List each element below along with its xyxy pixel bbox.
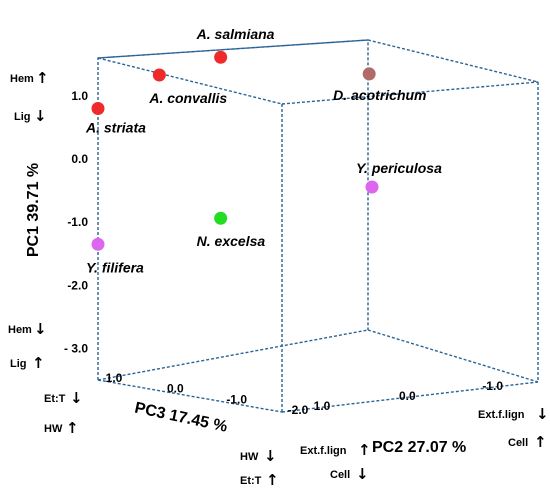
box-edge-bottom-back	[97, 329, 369, 381]
point-label-d-acotrichum: D. acotrichum	[333, 87, 426, 103]
box-edge-back-top	[97, 39, 369, 59]
pc2-tick-label: 0.0	[399, 389, 416, 403]
ext-pc2-neg-arrow-icon: ↓	[536, 405, 549, 423]
ett-label-pc3-pos: Et:T	[44, 393, 66, 405]
pc1-tick-label: 1.0	[71, 89, 88, 103]
lig-label-top: Lig	[14, 111, 31, 123]
pc3-positive-annotation: Et:T ↓ HW ↑	[44, 389, 83, 437]
cell-label-pc2-pos: Cell	[330, 469, 350, 481]
point-label-a-salmiana: A. salmiana	[196, 26, 275, 42]
point-a-convallis	[152, 68, 166, 82]
pc3-axis-title: PC3 17.45 %	[133, 399, 229, 435]
point-label-y-filifera: Y. filifera	[86, 259, 144, 275]
box-edge-top-right	[367, 39, 539, 83]
cell-pc2-neg-arrow-icon: ↑	[534, 433, 547, 451]
point-d-acotrichum	[362, 67, 376, 81]
point-a-salmiana	[214, 50, 228, 64]
hw-pc3-neg-arrow-icon: ↓	[264, 447, 277, 465]
hw-label-pc3-pos: HW	[44, 423, 63, 435]
point-label-a-convallis: A. convallis	[148, 90, 227, 106]
box-edge-bottom-front	[281, 381, 539, 413]
hem-label-top: Hem	[10, 73, 34, 85]
ext-pc2-pos-arrow-icon: ↑	[358, 441, 371, 459]
hw-label-pc3-neg: HW	[240, 451, 259, 463]
pc2-negative-annotation: Ext.f.lign ↓ Cell ↑	[478, 405, 549, 451]
lig-bottom-arrow-icon: ↑	[32, 354, 45, 372]
ett-pc3-pos-arrow-icon: ↓	[70, 389, 83, 407]
pc2-tick-label: -1.0	[482, 379, 503, 393]
box-edge-bottom-left	[97, 379, 283, 413]
pc3-negative-annotation: HW ↓ Et:T ↑	[240, 447, 279, 489]
pc1-top-annotation: Hem ↑ Lig ↓	[10, 69, 49, 125]
point-label-y-periculosa: Y. periculosa	[356, 160, 442, 176]
pc2-positive-annotation: Ext.f.lign ↑ Cell ↓	[300, 441, 371, 483]
pc3-tick-labels: 1.0 0.0 -1.0 -2.0	[106, 371, 309, 417]
box-edge-back-bottom	[97, 39, 369, 380]
pc1-tick-label: - 3.0	[64, 341, 88, 355]
pc3-tick-label: 0.0	[167, 382, 184, 396]
point-n-excelsa	[214, 211, 228, 225]
point-a-striata	[91, 102, 105, 116]
pc3-tick-label: -1.0	[226, 392, 247, 406]
ext-label-pc2-neg: Ext.f.lign	[478, 409, 525, 421]
pc2-axis-title: PC2 27.07 %	[372, 439, 466, 456]
lig-label-bottom: Lig	[10, 358, 27, 370]
pc1-tick-label: -1.0	[67, 215, 88, 229]
hw-pc3-pos-arrow-icon: ↑	[66, 419, 79, 437]
box-edge-top-front	[281, 81, 539, 105]
point-y-filifera	[91, 237, 105, 251]
lig-top-arrow-icon: ↓	[34, 107, 47, 125]
hem-label-bottom: Hem	[8, 324, 32, 336]
hem-bottom-arrow-icon: ↓	[34, 320, 47, 338]
cell-pc2-pos-arrow-icon: ↓	[356, 465, 369, 483]
point-label-a-striata: A. striata	[85, 120, 146, 136]
pc1-axis-title: PC1 39.71 %	[25, 163, 42, 257]
ext-label-pc2-pos: Ext.f.lign	[300, 445, 347, 457]
box-edge-top-left	[97, 57, 283, 105]
pc1-tick-labels: 1.0 0.0 -1.0 -2.0 - 3.0	[64, 89, 88, 356]
point-label-n-excelsa: N. excelsa	[197, 233, 266, 249]
pc3-tick-label: -2.0	[288, 403, 309, 417]
hem-top-arrow-icon: ↑	[36, 69, 49, 87]
pc3-tick-label: 1.0	[106, 371, 123, 385]
point-y-periculosa	[365, 180, 379, 194]
pc2-tick-labels: 1.00.0-1.0-2.0	[314, 379, 504, 413]
pc1-tick-label: 0.0	[71, 152, 88, 166]
pc1-bottom-annotation: Hem ↓ Lig ↑	[8, 320, 47, 372]
ett-label-pc3-neg: Et:T	[240, 475, 262, 487]
ett-pc3-neg-arrow-icon: ↑	[266, 471, 279, 489]
box-edge-bottom-right	[367, 329, 539, 383]
pc2-tick-label: 1.0	[314, 399, 331, 413]
pc1-tick-label: -2.0	[67, 278, 88, 292]
cell-label-pc2-neg: Cell	[508, 437, 528, 449]
